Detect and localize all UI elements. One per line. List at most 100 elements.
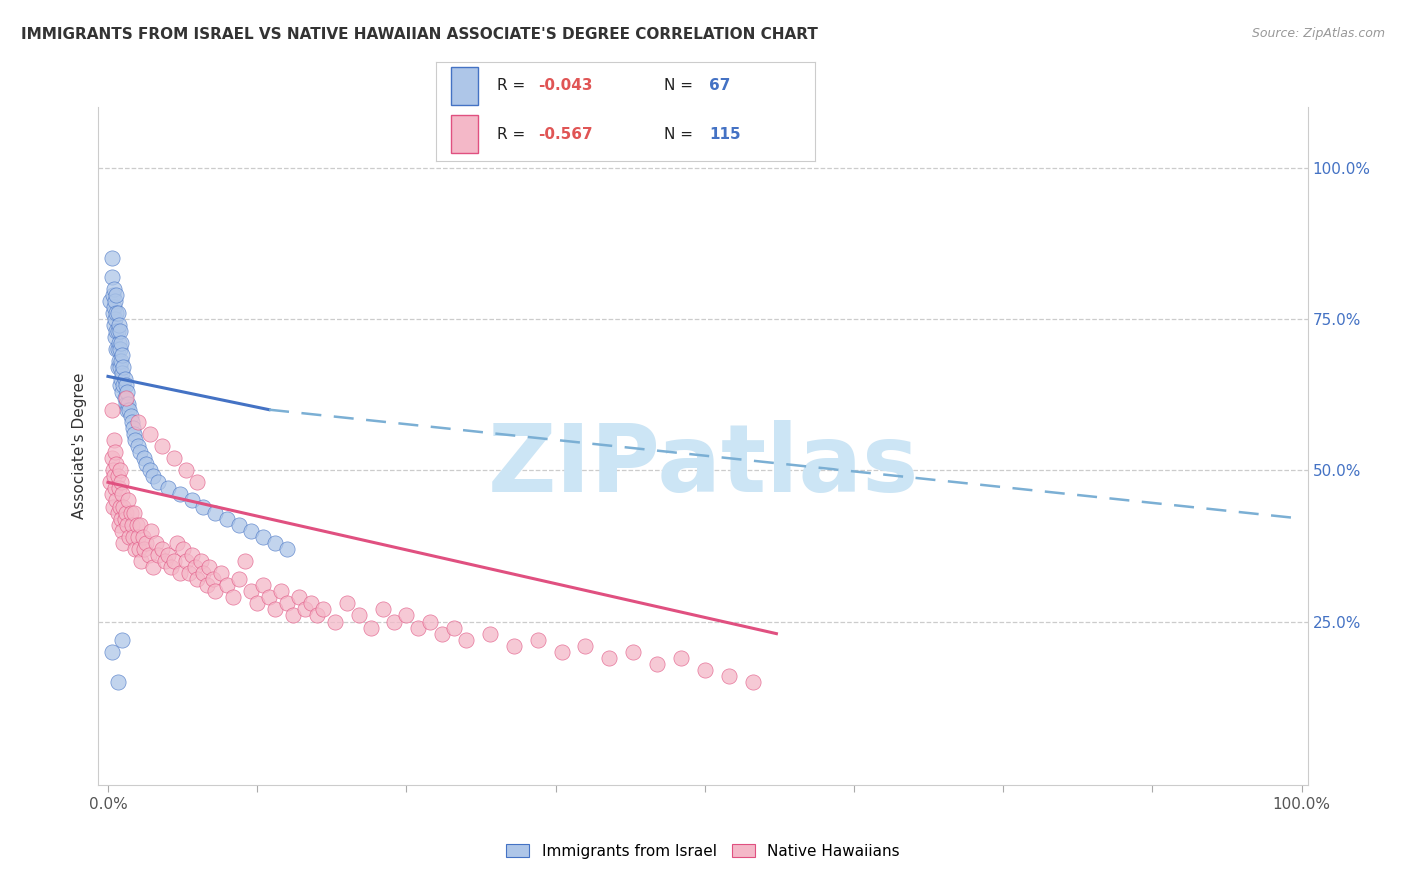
Point	[276, 541, 298, 556]
Point	[432, 626, 454, 640]
Point	[240, 584, 263, 599]
Point	[669, 651, 692, 665]
Point	[228, 572, 250, 586]
Point	[276, 596, 298, 610]
Point	[139, 426, 162, 441]
Point	[246, 596, 269, 610]
Point	[110, 475, 132, 490]
Point	[114, 511, 136, 525]
Point	[384, 615, 406, 629]
Point	[336, 596, 359, 610]
Point	[114, 391, 136, 405]
Point	[111, 348, 134, 362]
Point	[115, 402, 138, 417]
Point	[172, 541, 194, 556]
Point	[180, 493, 202, 508]
Point	[198, 560, 221, 574]
Point	[107, 482, 129, 496]
Point	[117, 493, 139, 508]
Point	[104, 312, 127, 326]
Point	[193, 500, 215, 514]
Point	[222, 591, 245, 605]
Point	[121, 415, 143, 429]
Text: 115: 115	[709, 127, 741, 142]
Point	[142, 560, 165, 574]
Point	[693, 663, 716, 677]
Point	[190, 554, 212, 568]
Point	[395, 608, 418, 623]
Point	[103, 469, 125, 483]
Point	[129, 517, 152, 532]
Point	[127, 415, 149, 429]
Point	[478, 626, 501, 640]
Point	[443, 621, 465, 635]
Text: Source: ZipAtlas.com: Source: ZipAtlas.com	[1251, 27, 1385, 40]
Point	[281, 608, 304, 623]
Point	[117, 396, 139, 410]
Point	[112, 378, 135, 392]
Point	[132, 451, 155, 466]
Point	[645, 657, 668, 671]
Point	[101, 500, 124, 514]
Point	[107, 306, 129, 320]
Point	[110, 372, 132, 386]
Point	[112, 360, 135, 375]
Point	[104, 445, 127, 459]
Point	[125, 517, 148, 532]
Point	[155, 554, 177, 568]
Point	[107, 324, 129, 338]
Point	[270, 584, 292, 599]
Text: R =: R =	[496, 127, 530, 142]
Point	[228, 517, 250, 532]
Y-axis label: Associate's Degree: Associate's Degree	[72, 373, 87, 519]
Point	[146, 548, 169, 562]
Point	[107, 336, 129, 351]
Point	[111, 524, 134, 538]
FancyBboxPatch shape	[451, 115, 478, 153]
Point	[454, 632, 477, 647]
Point	[138, 548, 160, 562]
Point	[112, 500, 135, 514]
Point	[120, 409, 142, 423]
Point	[233, 554, 256, 568]
Point	[179, 566, 201, 580]
Point	[107, 342, 129, 356]
Point	[502, 639, 524, 653]
Point	[100, 645, 122, 659]
Point	[217, 578, 239, 592]
Text: N =: N =	[664, 78, 697, 94]
Point	[169, 566, 191, 580]
Point	[347, 608, 370, 623]
Point	[111, 367, 134, 381]
Point	[129, 445, 152, 459]
Point	[105, 306, 128, 320]
Point	[257, 591, 280, 605]
Point	[174, 463, 197, 477]
Point	[209, 566, 232, 580]
Point	[371, 602, 394, 616]
Point	[202, 572, 225, 586]
Point	[122, 506, 145, 520]
Point	[204, 584, 226, 599]
Point	[195, 578, 218, 592]
Point	[105, 457, 128, 471]
Point	[112, 536, 135, 550]
Point	[115, 384, 138, 399]
Point	[107, 517, 129, 532]
Point	[101, 287, 124, 301]
Point	[162, 451, 184, 466]
Point	[104, 293, 127, 308]
Point	[360, 621, 382, 635]
Point	[312, 602, 335, 616]
Point	[156, 548, 179, 562]
Point	[104, 482, 127, 496]
Point	[98, 293, 121, 308]
Point	[204, 506, 226, 520]
Point	[124, 433, 146, 447]
Point	[139, 463, 162, 477]
Point	[105, 287, 128, 301]
Point	[104, 330, 127, 344]
Point	[108, 360, 131, 375]
Point	[100, 487, 122, 501]
Text: 67: 67	[709, 78, 731, 94]
